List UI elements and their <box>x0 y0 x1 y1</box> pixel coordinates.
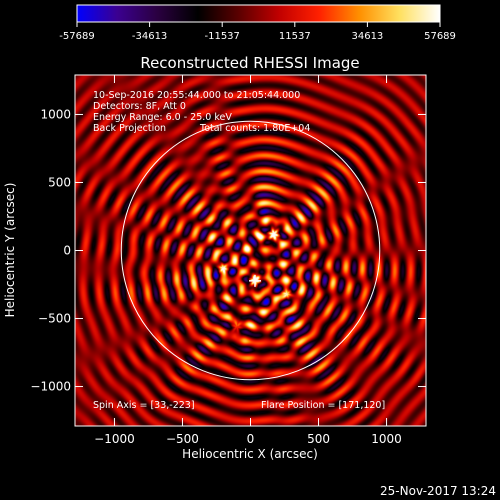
x-tick-label: 500 <box>307 432 330 446</box>
x-tick-label: −500 <box>166 432 199 446</box>
image-overlay <box>120 120 381 381</box>
heatmap-canvas <box>75 75 426 426</box>
x-tick-label: 0 <box>247 432 255 446</box>
spin-axis-cross-marker <box>248 274 261 287</box>
annotation-counts: Total counts: 1.80E+04 <box>199 123 310 134</box>
colorbar-tick-label: 34613 <box>351 31 383 42</box>
colorbar-tick-label: -57689 <box>59 31 94 42</box>
annotation-method: Back Projection <box>93 123 166 134</box>
y-tick-label: 500 <box>48 175 71 189</box>
x-tick-label: 1000 <box>371 432 402 446</box>
colorbar-ticks: -57689 -34613 -11537 11537 34613 57689 <box>59 22 456 42</box>
annotation-time-range: 10-Sep-2016 20:55:44.000 to 21:05:44.000 <box>93 90 300 101</box>
axes: −1000 −500 0 500 1000 −1000 −500 0 500 1000 <box>30 75 426 446</box>
annotation-energy: Energy Range: 6.0 - 25.0 keV <box>93 112 232 123</box>
annotation-flare-position: Flare Position = [171,120] <box>261 400 385 411</box>
colorbar-tick-label: 57689 <box>424 31 456 42</box>
chart-title: Reconstructed RHESSI Image <box>140 54 359 72</box>
footer-timestamp: 25-Nov-2017 13:24 <box>380 484 496 498</box>
colorbar-gradient <box>76 4 441 23</box>
colorbar-tick-label: -34613 <box>132 31 167 42</box>
annotation-spin-axis: Spin Axis = [33,-223] <box>93 400 195 411</box>
x-tick-label: −1000 <box>94 432 135 446</box>
image-area <box>75 75 426 426</box>
colorbar-tick-label: 11537 <box>279 31 311 42</box>
y-axis-label: Heliocentric Y (arcsec) <box>3 183 17 318</box>
x-axis-label: Heliocentric X (arcsec) <box>182 447 318 461</box>
colorbar-tick-label: -11537 <box>204 31 239 42</box>
y-tick-label: −500 <box>38 312 71 326</box>
y-tick-label: 1000 <box>40 107 71 121</box>
annotation-detectors: Detectors: 8F, Att 0 <box>93 101 186 112</box>
y-tick-label: 0 <box>63 244 71 258</box>
solar-limb <box>120 120 381 381</box>
colorbar: -57689 -34613 -11537 11537 34613 57689 <box>59 4 456 42</box>
y-tick-label: −1000 <box>30 380 71 394</box>
